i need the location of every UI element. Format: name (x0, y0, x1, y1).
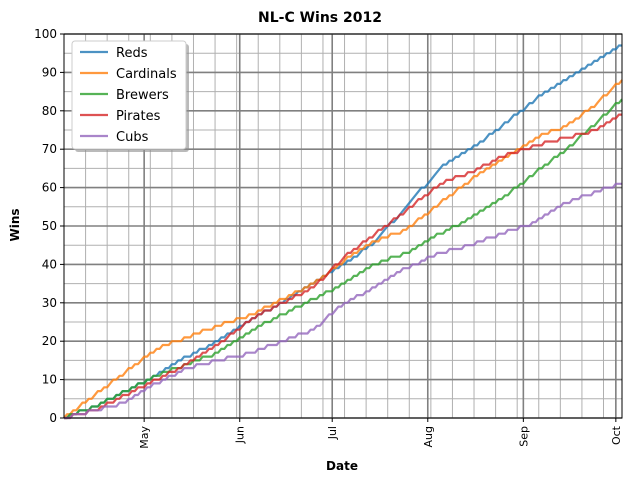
y-tick-label: 70 (42, 142, 57, 156)
x-tick-label: Oct (610, 425, 623, 445)
y-tick-label: 20 (42, 334, 57, 348)
y-tick-label: 100 (34, 27, 57, 41)
y-axis-label: Wins (8, 208, 22, 241)
series-line-cardinals (63, 79, 623, 419)
y-tick-label: 0 (49, 411, 57, 425)
x-axis-label: Date (326, 459, 358, 473)
series-line-brewers (64, 98, 623, 420)
x-tick-label: Sep (517, 426, 530, 447)
x-tick-label: Jul (326, 426, 339, 440)
legend-label-cubs: Cubs (116, 130, 149, 145)
legend-label-cardinals: Cardinals (116, 67, 177, 82)
y-tick-label: 10 (42, 373, 57, 387)
series-line-pirates (64, 113, 622, 420)
series-line-cubs (64, 182, 622, 420)
legend: Reds Cardinals Brewers Pirates Cubs (71, 40, 189, 152)
legend-label-pirates: Pirates (116, 109, 161, 124)
legend-box (71, 40, 187, 150)
legend-label-reds: Reds (116, 46, 148, 61)
x-tick-label: May (138, 426, 151, 449)
y-tick-label: 30 (42, 296, 57, 310)
legend-label-brewers: Brewers (116, 88, 169, 103)
x-tick-label: Jun (234, 426, 247, 444)
y-tick-label: 60 (42, 181, 57, 195)
y-tick-label: 90 (42, 65, 57, 79)
y-tick-label: 40 (42, 257, 57, 271)
chart-title: NL-C Wins 2012 (258, 10, 382, 26)
y-tick-label: 50 (42, 219, 57, 233)
x-tick-label: Aug (422, 426, 435, 447)
y-tick-label: 80 (42, 104, 57, 118)
